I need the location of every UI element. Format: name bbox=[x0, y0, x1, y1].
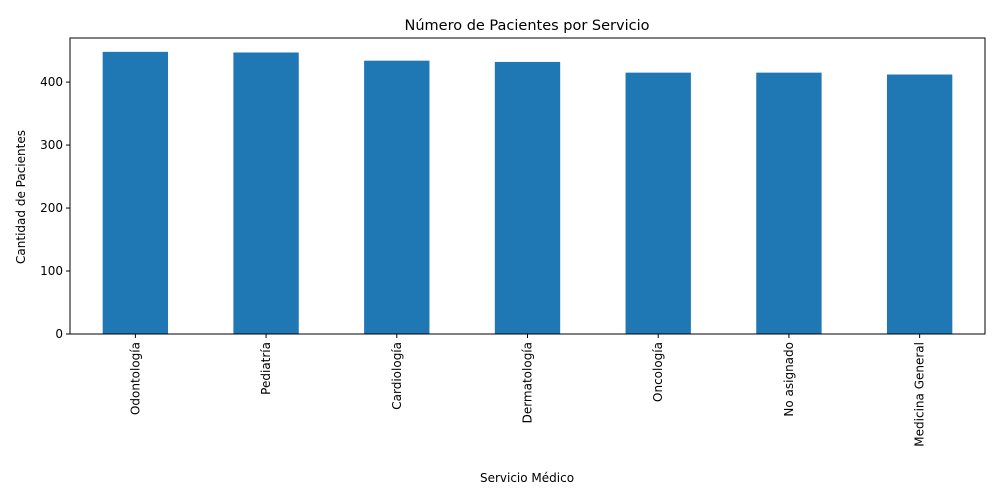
x-axis: Odontología Pediatría Cardiología Dermatolo… bbox=[128, 334, 927, 447]
bar-1 bbox=[233, 52, 299, 334]
bars-group bbox=[102, 51, 953, 335]
x-tick-label-4: Oncología bbox=[651, 342, 665, 402]
x-axis-label: Servicio Médico bbox=[480, 471, 574, 485]
chart-title: Número de Pacientes por Servicio bbox=[404, 18, 649, 34]
x-tick-label-1: Pediatría bbox=[259, 342, 273, 395]
x-tick-label-5: No asignado bbox=[782, 342, 796, 417]
bar-3 bbox=[494, 61, 561, 334]
bar-6 bbox=[886, 74, 953, 335]
y-tick-label-1: 100 bbox=[40, 264, 63, 278]
bar-0 bbox=[102, 51, 169, 335]
x-tick-label-2: Cardiología bbox=[390, 342, 404, 410]
x-tick-label-3: Dermatología bbox=[521, 342, 535, 423]
y-tick-label-3: 300 bbox=[40, 138, 63, 152]
x-tick-label-0: Odontología bbox=[128, 342, 142, 415]
bar-4 bbox=[625, 72, 691, 334]
y-axis: 0 100 200 300 400 bbox=[40, 75, 70, 341]
y-tick-label-2: 200 bbox=[40, 201, 63, 215]
bar-2 bbox=[364, 60, 430, 335]
y-tick-label-0: 0 bbox=[55, 327, 63, 341]
plot-frame bbox=[69, 37, 986, 335]
y-tick-label-4: 400 bbox=[40, 75, 63, 89]
y-axis-label: Cantidad de Pacientes bbox=[14, 130, 28, 264]
x-tick-label-6: Medicina General bbox=[913, 342, 927, 447]
bar-5 bbox=[756, 72, 822, 334]
